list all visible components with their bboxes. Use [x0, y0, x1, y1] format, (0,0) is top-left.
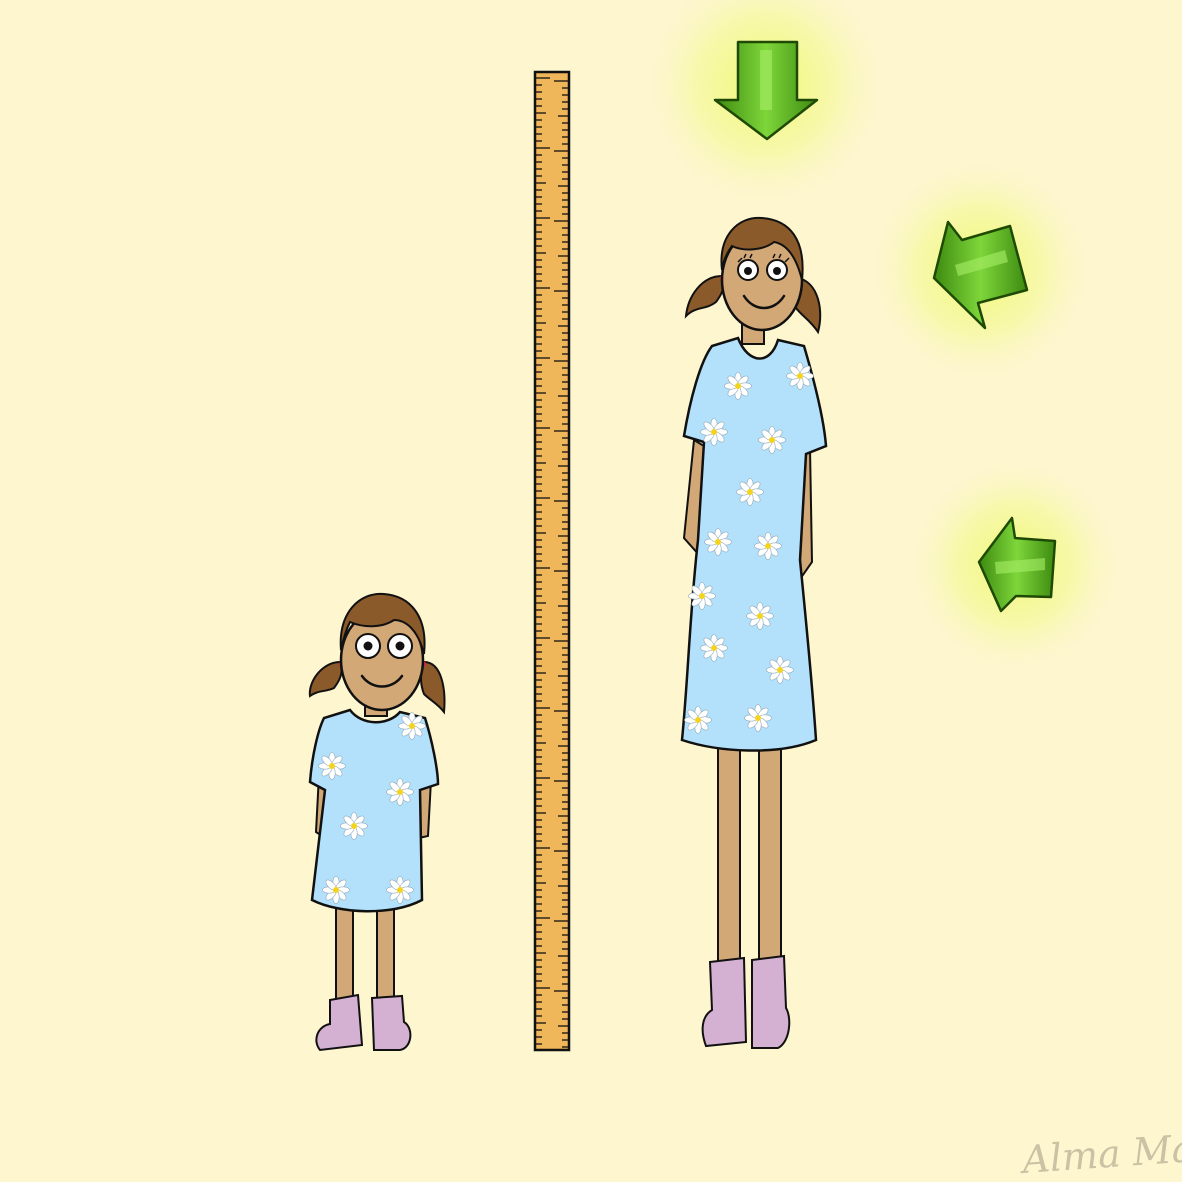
arrow-down-icon: [713, 40, 819, 141]
small-girl-hair: [339, 592, 426, 655]
small-girl-boot-right: [370, 994, 412, 1051]
small-girl: [308, 592, 446, 1052]
ruler-ticks-left: [536, 77, 550, 1045]
tall-girl-boot-right: [751, 954, 791, 1049]
small-girl-dress: [308, 708, 440, 913]
tall-girl-eyes: [737, 253, 790, 281]
tall-girl-boot-left: [701, 956, 748, 1048]
tall-girl: [680, 216, 828, 1049]
arrow-left-diagonal-icon: [932, 220, 1029, 330]
small-girl-boot-left: [315, 993, 364, 1052]
tall-girl-hair: [720, 216, 804, 281]
ruler-ticks-right: [554, 80, 568, 1048]
ruler: [533, 70, 571, 1052]
small-girl-pigtail-left: [308, 660, 343, 698]
small-girl-eyes: [355, 633, 413, 659]
arrow-left-icon: [977, 516, 1057, 613]
